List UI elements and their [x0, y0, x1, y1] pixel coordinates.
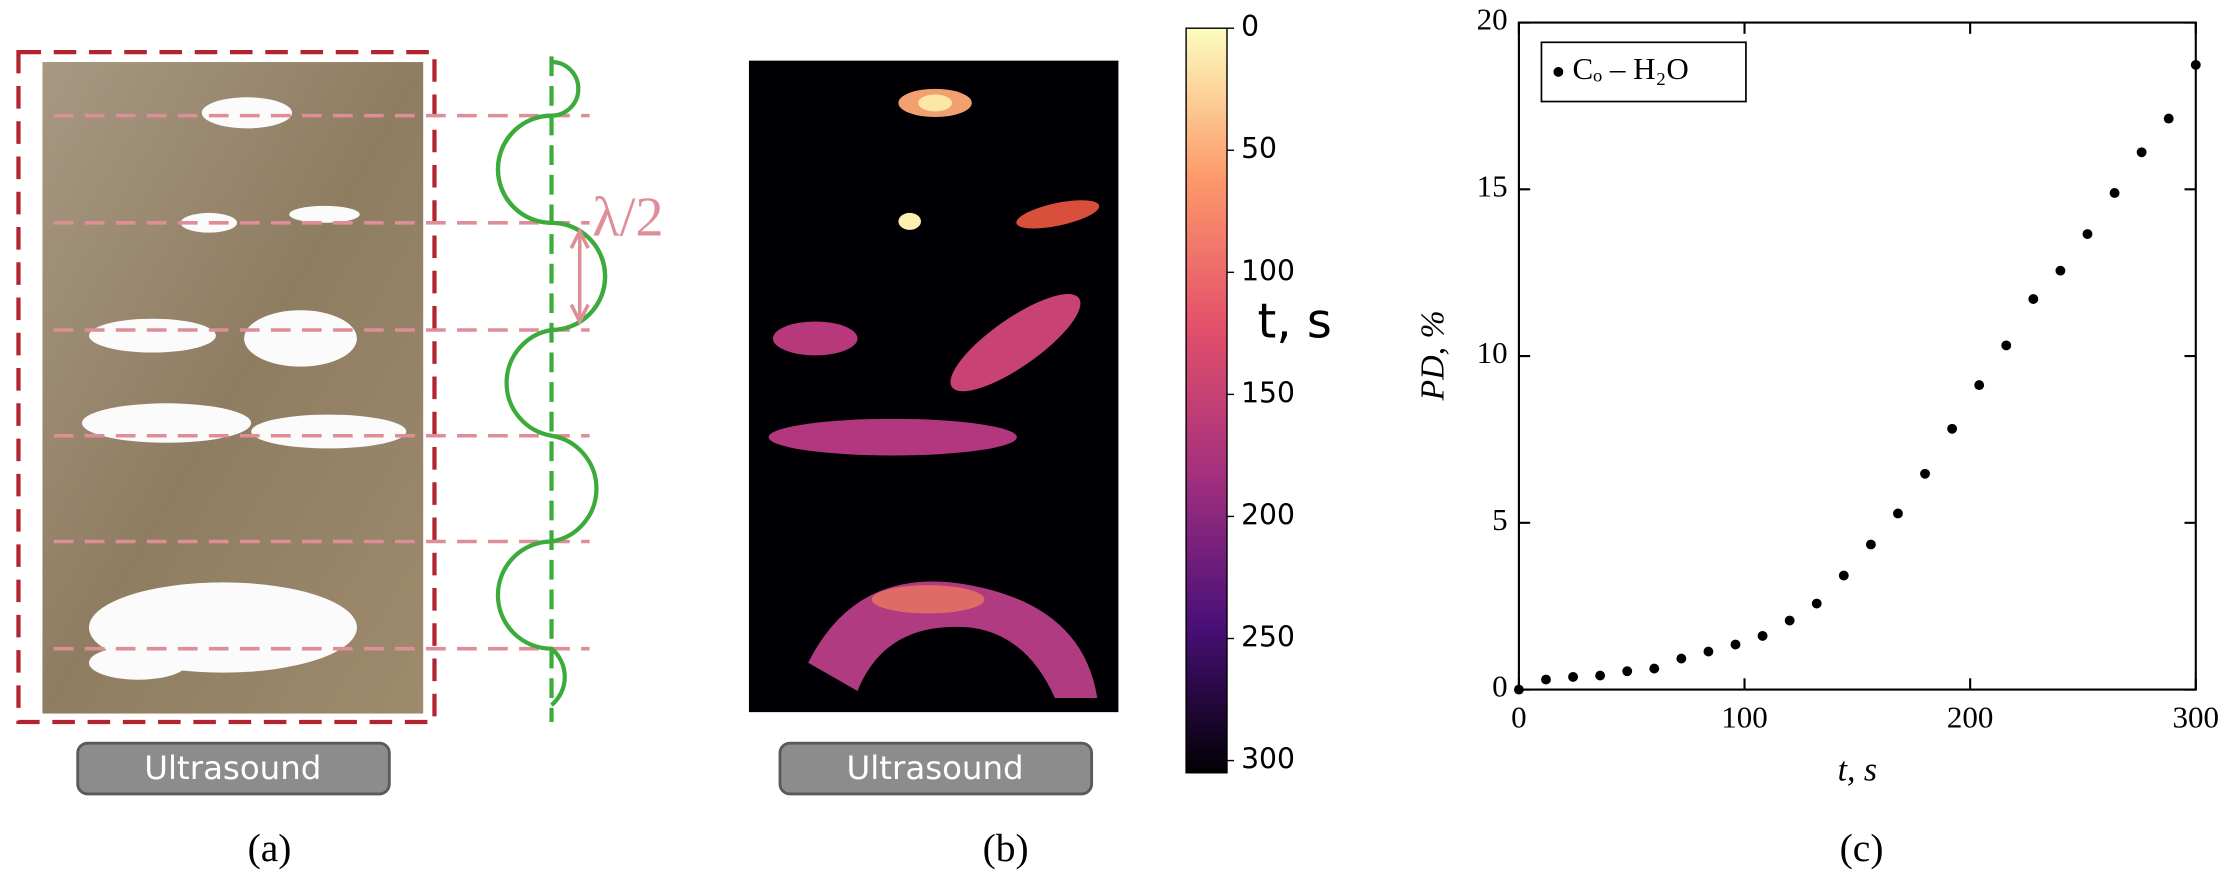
colorbar-tick-label: 0: [1241, 10, 1259, 43]
y-tick-label: 0: [1492, 669, 1508, 704]
point: [2055, 265, 2066, 276]
cavitation-map: [768, 88, 1100, 699]
colorbar-tick-label: 200: [1241, 498, 1295, 531]
x-tick-label: 300: [2173, 700, 2220, 735]
point: [1784, 615, 1795, 626]
point: [1513, 684, 1524, 695]
x-tick-label: 200: [1947, 700, 1994, 735]
point: [1920, 468, 1930, 479]
cavitation-areas: [81, 97, 407, 680]
plot-frame: [1517, 21, 2197, 691]
caption: (c): [1840, 826, 1884, 870]
button[interactable]: [778, 741, 1094, 796]
point: [1811, 598, 1822, 609]
colorbar-label: t, s: [1258, 294, 1332, 349]
point: [1568, 671, 1578, 682]
x-axis-label: t, s: [1838, 752, 1877, 789]
x-tick-label: 100: [1721, 700, 1768, 735]
point: [1649, 663, 1660, 674]
y-tick-label: 5: [1492, 502, 1508, 537]
colorbar-tick-label: 250: [1241, 621, 1295, 654]
node-lines: [53, 113, 590, 651]
y-tick-label: 20: [1477, 2, 1508, 37]
button-label: Ultrasound: [144, 749, 321, 787]
point: [1974, 380, 1985, 391]
point: [2001, 340, 2012, 351]
standing-wave: [495, 113, 608, 707]
point: [1838, 570, 1849, 581]
point: [2109, 188, 2120, 198]
point: [1703, 646, 1714, 657]
x-tick-label: 0: [1511, 700, 1527, 735]
point: [1595, 670, 1606, 681]
colorbar-tick-label: 100: [1241, 254, 1295, 287]
point: [1947, 423, 1958, 434]
y-axis-label: PD, %: [1414, 310, 1451, 401]
point: [1541, 674, 1551, 685]
button-label: Ultrasound: [847, 749, 1024, 787]
panel-c: t, s PD, % (c) 0 100 200 300 0 5 10 15 20 Cₒ – H₂…: [1414, 2, 2219, 870]
y-tick-label: 10: [1477, 335, 1508, 370]
point: [1757, 630, 1768, 641]
point: [1622, 666, 1633, 677]
legend-box: [1540, 41, 1747, 103]
panel-b: t, s Ultrasound (b) 0 50 100 150 200 250 300: [748, 10, 1332, 870]
colorbar: [1185, 27, 1228, 774]
annotation: λ/2: [592, 187, 663, 249]
point: [1865, 539, 1876, 550]
point: [2082, 229, 2093, 239]
panel-a: λ/2 Ultrasound (a): [16, 50, 664, 870]
arrow-heads: [569, 227, 590, 326]
caption: (b): [983, 826, 1029, 870]
colorbar-tick-label: 150: [1241, 376, 1295, 409]
caption: (a): [248, 826, 292, 870]
point: [2028, 294, 2039, 304]
colorbar-tick-label: 300: [1241, 743, 1295, 776]
frame: [16, 50, 437, 725]
point: [1730, 639, 1741, 650]
button[interactable]: [76, 741, 391, 796]
point: [1676, 653, 1687, 664]
legend-marker: [1553, 66, 1564, 77]
legend-label: Cₒ – H₂O: [1572, 51, 1688, 86]
point: [1893, 508, 1903, 519]
y-tick-label: 15: [1477, 168, 1508, 203]
point: [2190, 59, 2201, 70]
point: [2163, 113, 2174, 124]
colorbar-tick-label: 50: [1241, 132, 1277, 165]
point: [2136, 147, 2147, 158]
